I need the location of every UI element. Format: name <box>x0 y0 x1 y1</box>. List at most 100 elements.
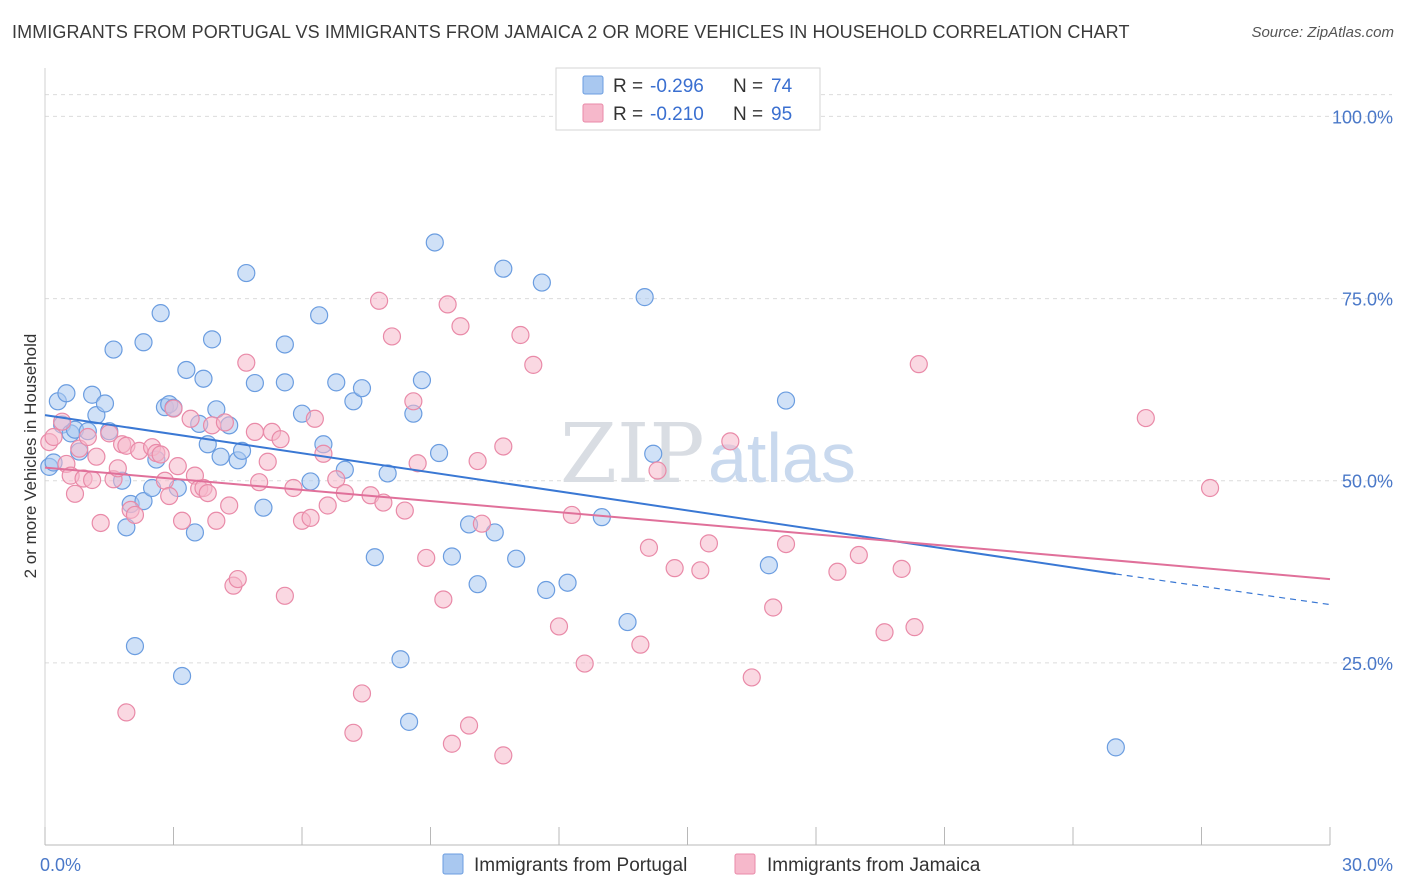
jamaica-point-69 <box>459 716 479 735</box>
y-tick-label-1: 50.0% <box>1342 472 1393 492</box>
portugal-point-9 <box>83 385 102 404</box>
x-tick-label-1: 30.0% <box>1342 855 1393 875</box>
jamaica-point-10 <box>87 447 106 466</box>
portugal-point-28 <box>177 360 196 380</box>
series-jamaica-points <box>40 291 1220 765</box>
jamaica-point-42 <box>250 473 269 492</box>
portugal-point-70 <box>618 612 637 632</box>
jamaica-point-64 <box>417 548 436 568</box>
jamaica-point-50 <box>305 409 324 428</box>
portugal-point-4 <box>57 384 76 403</box>
jamaica-point-19 <box>125 505 145 525</box>
portugal-point-60 <box>442 547 462 566</box>
portugal-point-19 <box>134 333 153 352</box>
portugal-point-51 <box>352 379 372 398</box>
portugal-point-64 <box>494 259 513 278</box>
jamaica-point-41 <box>245 422 264 441</box>
legend-n-value-portugal: 74 <box>771 76 793 97</box>
portugal-point-75 <box>1106 738 1125 757</box>
jamaica-point-92 <box>892 559 911 578</box>
jamaica-point-8 <box>78 427 97 447</box>
trend-lines <box>44 414 1331 606</box>
portugal-point-65 <box>507 549 526 568</box>
trend-line-jamaica <box>44 466 1331 581</box>
jamaica-point-53 <box>327 470 346 489</box>
jamaica-point-61 <box>395 501 414 520</box>
portugal-point-38 <box>232 441 252 460</box>
jamaica-point-37 <box>220 496 239 515</box>
jamaica-point-72 <box>494 437 513 456</box>
portugal-point-68 <box>558 573 577 592</box>
portugal-point-35 <box>211 447 230 466</box>
chart-title: IMMIGRANTS FROM PORTUGAL VS IMMIGRANTS F… <box>12 22 1130 42</box>
portugal-point-27 <box>172 666 192 686</box>
portugal-point-55 <box>399 712 419 731</box>
portugal-point-73 <box>759 556 778 575</box>
portugal-point-43 <box>275 335 294 354</box>
portugal-point-62 <box>468 575 487 594</box>
bottom-legend-label-portugal: Immigrants from Portugal <box>474 855 687 876</box>
portugal-point-31 <box>194 369 213 388</box>
axes <box>44 68 1331 846</box>
bottom-legend-swatch-portugal <box>442 853 464 875</box>
jamaica-point-17 <box>117 703 136 722</box>
jamaica-point-78 <box>575 654 594 673</box>
jamaica-point-40 <box>237 353 256 372</box>
legend-n-label-portugal: N = <box>733 76 763 97</box>
jamaica-point-11 <box>91 513 110 533</box>
jamaica-point-94 <box>909 355 928 374</box>
watermark-atlas: atlas <box>708 419 856 497</box>
portugal-point-40 <box>245 373 264 393</box>
y-tick-label-0: 25.0% <box>1342 654 1393 674</box>
jamaica-point-2 <box>53 412 72 431</box>
jamaica-point-91 <box>875 623 894 642</box>
jamaica-point-23 <box>151 445 170 464</box>
legend-r-value-portugal: -0.296 <box>650 76 704 97</box>
jamaica-point-74 <box>511 325 530 345</box>
portugal-point-22 <box>151 304 170 323</box>
portugal-point-59 <box>429 443 449 463</box>
portugal-point-11 <box>95 394 115 413</box>
portugal-point-15 <box>117 518 136 537</box>
jamaica-point-67 <box>442 734 462 753</box>
portugal-point-18 <box>134 492 153 511</box>
portugal-point-71 <box>635 288 654 307</box>
portugal-point-52 <box>365 548 384 567</box>
jamaica-point-51 <box>314 444 333 463</box>
jamaica-point-87 <box>764 598 783 617</box>
jamaica-point-46 <box>275 586 294 605</box>
jamaica-point-39 <box>228 569 247 589</box>
jamaica-point-71 <box>472 514 491 533</box>
legend-n-value-jamaica: 95 <box>771 104 792 125</box>
jamaica-point-79 <box>631 635 650 654</box>
jamaica-point-86 <box>742 668 761 687</box>
portugal-point-42 <box>275 373 294 392</box>
jamaica-point-68 <box>451 317 470 336</box>
jamaica-point-26 <box>164 399 183 418</box>
y-tick-label-3: 100.0% <box>1332 107 1393 127</box>
portugal-point-48 <box>327 373 346 392</box>
jamaica-point-52 <box>318 496 337 515</box>
jamaica-point-60 <box>382 327 402 346</box>
legend-n-label-jamaica: N = <box>733 104 763 125</box>
portugal-point-54 <box>391 650 410 669</box>
jamaica-point-5 <box>65 484 85 503</box>
legend-r-value-jamaica: -0.210 <box>650 104 704 125</box>
jamaica-point-56 <box>352 684 372 703</box>
portugal-point-50 <box>344 392 363 411</box>
portugal-point-72 <box>644 444 663 463</box>
jamaica-point-25 <box>160 486 179 506</box>
jamaica-point-49 <box>301 508 320 527</box>
y-tick-label-2: 75.0% <box>1342 290 1393 310</box>
correlation-legend: R = -0.296 N = 74 R = -0.210 N = 95 <box>555 67 821 131</box>
jamaica-point-58 <box>370 291 389 310</box>
series-portugal-points <box>40 233 1125 757</box>
jamaica-point-85 <box>721 432 740 451</box>
jamaica-point-81 <box>648 461 667 480</box>
jamaica-point-33 <box>198 484 217 503</box>
legend-swatch-jamaica <box>582 103 604 123</box>
jamaica-point-82 <box>665 559 684 578</box>
legend-r-label-portugal: R = <box>613 76 643 97</box>
jamaica-point-89 <box>828 562 847 581</box>
